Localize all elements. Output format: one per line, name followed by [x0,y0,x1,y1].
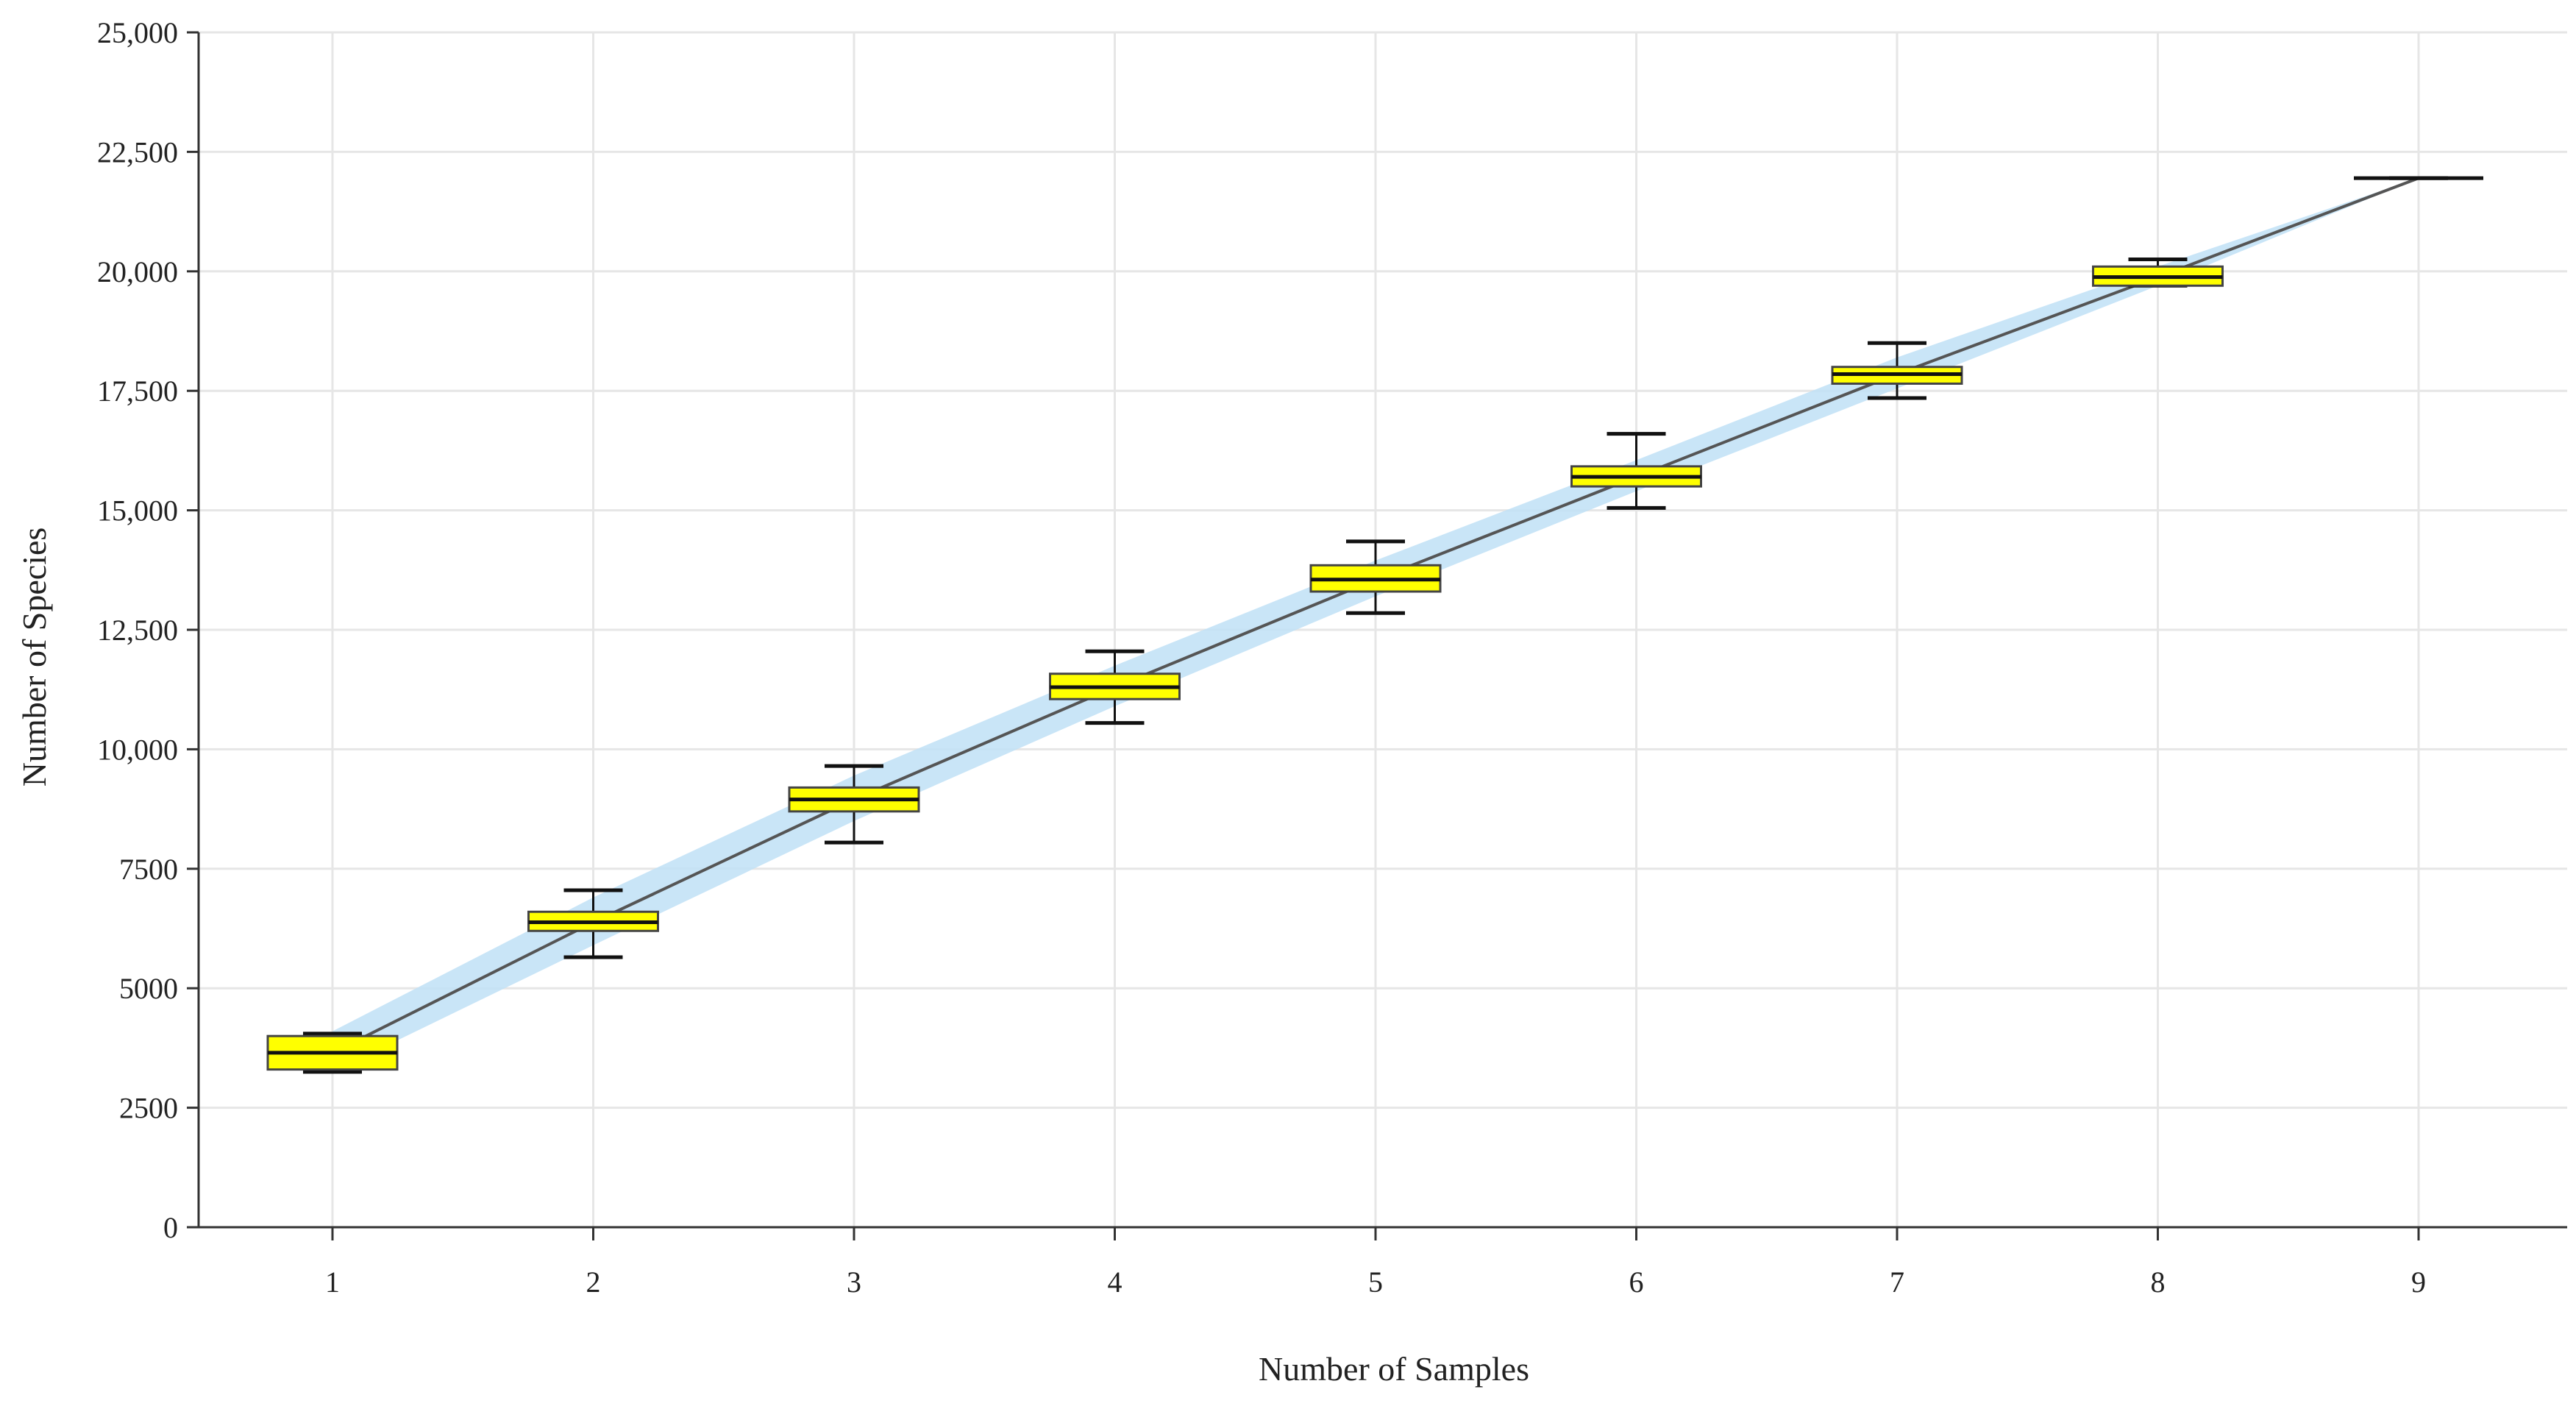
y-axis-title: Number of Species [15,528,53,787]
y-tick-label: 0 [163,1211,178,1244]
boxplot-sample-5 [1309,539,1442,615]
y-tick-label: 17,500 [97,374,178,408]
x-tick-label: 1 [325,1265,340,1299]
y-tick-label: 10,000 [97,733,178,766]
boxplot-sample-4 [1049,649,1181,725]
y-tick-label: 12,500 [97,614,178,647]
boxplot-sample-7 [1831,341,1963,400]
x-tick-label: 5 [1368,1265,1383,1299]
grid-layer [199,31,2567,1227]
x-tick-label: 7 [1890,1265,1904,1299]
x-axis-title: Number of Samples [1259,1350,1529,1388]
boxplot-sample-2 [527,888,659,959]
boxplot-layer [266,176,2483,1074]
boxplot-sample-3 [788,764,920,845]
x-tick-label: 9 [2411,1265,2426,1299]
x-tick-label: 4 [1108,1265,1122,1299]
y-tick-label: 7500 [119,853,178,886]
boxplot-sample-6 [1570,432,1702,510]
x-tick-label: 8 [2151,1265,2166,1299]
x-tick-label: 6 [1629,1265,1644,1299]
y-tick-label: 20,000 [97,255,178,288]
x-tick-label: 3 [847,1265,861,1299]
axis-layer: 0 2500 5000 7500 10,000 12,500 15,000 17,500 20,… [97,16,2567,1299]
y-tick-label: 2500 [119,1092,178,1125]
boxplot-sample-8 [2092,258,2224,288]
y-tick-label: 5000 [119,972,178,1005]
y-tick-label: 15,000 [97,494,178,528]
y-tick-label: 22,500 [97,135,178,168]
y-tick-label: 25,000 [97,16,178,49]
boxplot-sample-1 [266,1032,399,1074]
x-tick-label: 2 [586,1265,601,1299]
